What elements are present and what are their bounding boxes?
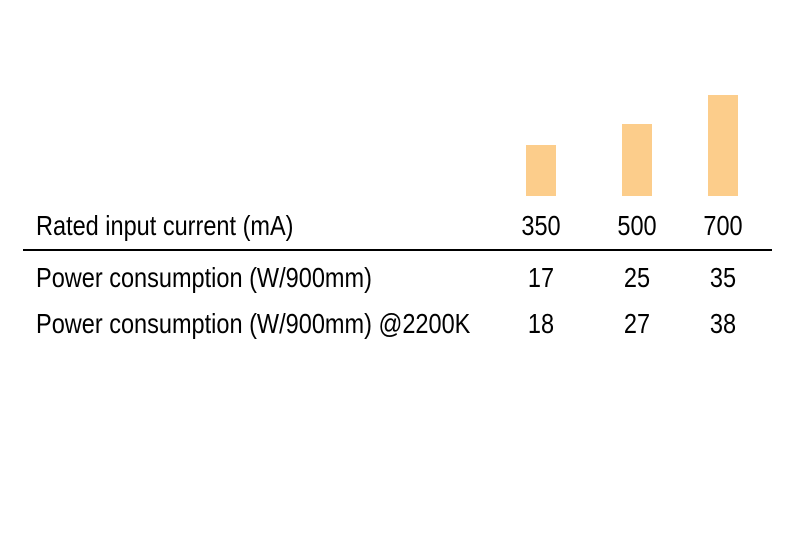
bar-500 bbox=[622, 124, 652, 196]
row-value: 17 bbox=[527, 262, 555, 293]
row-value: 18 bbox=[527, 308, 555, 339]
header-label: Rated input current (mA) bbox=[36, 210, 294, 241]
table-header-row: Rated input current (mA) 350 500 700 bbox=[0, 212, 800, 240]
row-value: 25 bbox=[623, 262, 651, 293]
separator-line bbox=[23, 249, 772, 251]
header-value-500: 500 bbox=[617, 210, 657, 241]
bar-chart bbox=[0, 0, 800, 196]
row-value: 27 bbox=[623, 308, 651, 339]
bar-700 bbox=[708, 95, 738, 196]
header-value-350: 350 bbox=[521, 210, 561, 241]
table-row: Power consumption (W/900mm) @2200K 18 27… bbox=[0, 310, 800, 338]
row-value: 38 bbox=[709, 308, 737, 339]
row-label: Power consumption (W/900mm) bbox=[36, 262, 372, 293]
header-value-700: 700 bbox=[703, 210, 743, 241]
row-label: Power consumption (W/900mm) @2200K bbox=[36, 308, 471, 339]
table-row: Power consumption (W/900mm) 17 25 35 bbox=[0, 264, 800, 292]
row-value: 35 bbox=[709, 262, 737, 293]
bar-350 bbox=[526, 145, 556, 196]
